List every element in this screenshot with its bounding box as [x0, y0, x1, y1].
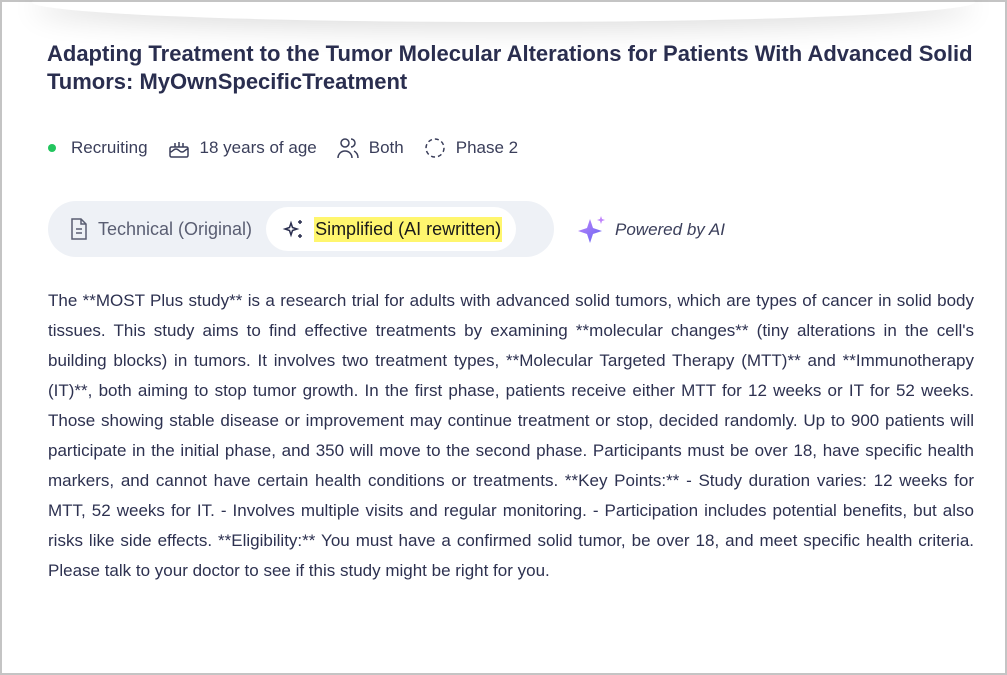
age-info: 18 years of age [168, 138, 317, 158]
phase-info: Phase 2 [424, 137, 518, 159]
powered-label: Powered by AI [615, 220, 725, 239]
tab-technical[interactable]: Technical (Original) [54, 207, 266, 251]
phase-label: Phase 2 [455, 138, 519, 157]
tab-simplified-label: Simplified (AI rewritten) [314, 216, 503, 242]
sparkles-icon [282, 220, 303, 238]
version-toggle: Technical (Original) Simplified (AI rewr… [48, 201, 554, 257]
gender-info: Both [337, 137, 404, 159]
trial-meta: Recruiting 18 years of age Both Phase 2 [48, 137, 538, 159]
trial-title: Adapting Treatment to the Tumor Molecula… [47, 41, 973, 94]
powered-by-ai: Powered by AI [577, 215, 725, 245]
cake-icon [168, 142, 189, 158]
ai-sparkle-icon [578, 216, 605, 243]
tab-simplified[interactable]: Simplified (AI rewritten) [266, 207, 517, 251]
gender-label: Both [368, 138, 404, 157]
dashed-circle-icon [424, 138, 445, 158]
header-shadow [32, 0, 975, 22]
users-icon [337, 138, 359, 159]
status-label: Recruiting [71, 138, 148, 157]
tab-technical-label: Technical (Original) [98, 218, 253, 239]
trial-description: The **MOST Plus study** is a research tr… [48, 291, 974, 580]
status-badge: Recruiting [48, 138, 148, 158]
document-icon [71, 218, 87, 240]
age-label: 18 years of age [199, 138, 317, 157]
status-dot-icon [48, 144, 56, 152]
